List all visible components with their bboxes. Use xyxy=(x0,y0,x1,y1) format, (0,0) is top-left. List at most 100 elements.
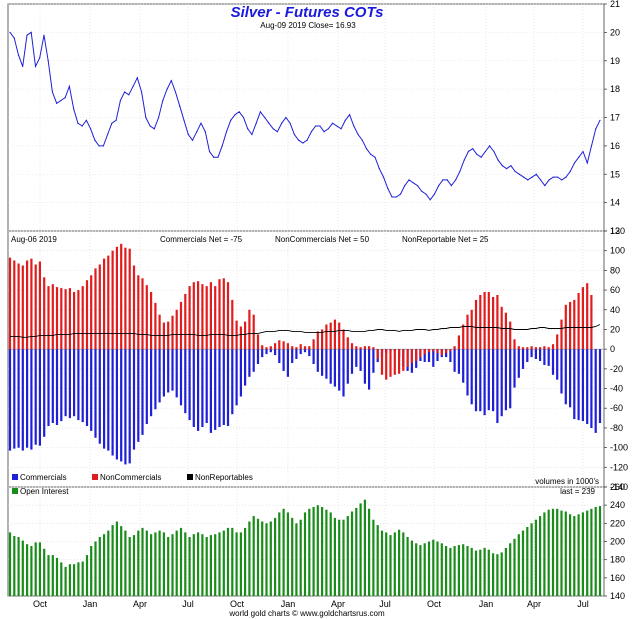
open-interest-bar xyxy=(141,527,144,596)
noncommercials-bar xyxy=(321,329,324,350)
open-interest-bar xyxy=(509,543,512,596)
noncommercials-bar xyxy=(368,346,371,350)
commercials-bar xyxy=(231,349,234,415)
noncommercials-bar xyxy=(278,340,281,350)
legend-nonreportables-swatch xyxy=(187,474,193,480)
commercials-bar xyxy=(120,349,123,462)
commercials-bar xyxy=(154,349,157,410)
commercials-bar xyxy=(303,349,307,353)
open-interest-bar xyxy=(393,532,396,596)
noncommercials-bar xyxy=(115,246,118,350)
open-interest-bar xyxy=(13,536,16,596)
x-tick-label: Jan xyxy=(83,599,98,609)
cot-date: Aug-06 2019 xyxy=(11,235,57,244)
noncommercials-bar xyxy=(107,255,110,350)
price-point xyxy=(85,119,87,121)
open-interest-bar xyxy=(410,540,413,596)
commercials-bar xyxy=(8,349,12,451)
commercials-bar xyxy=(179,349,183,406)
commercials-bar xyxy=(504,349,507,411)
cot-tick-label: 0 xyxy=(610,344,615,354)
noncommercials-bar xyxy=(445,349,448,354)
commercials-bar xyxy=(470,349,473,405)
noncommercials-bar xyxy=(423,349,426,355)
price-point xyxy=(438,185,440,187)
commercials-bar xyxy=(128,349,131,464)
noncommercials-bar xyxy=(385,349,388,380)
legend-nonreportables: NonReportables xyxy=(195,473,253,482)
price-point xyxy=(412,182,414,184)
commercials-bar xyxy=(188,349,191,421)
noncommercials-bar xyxy=(547,347,550,350)
price-point xyxy=(251,133,253,136)
open-interest-bar xyxy=(329,512,332,596)
open-interest-bar xyxy=(564,511,567,596)
noncommercials-bar xyxy=(90,275,93,350)
commercials-bar xyxy=(274,349,277,356)
noncommercials-bar xyxy=(222,278,225,350)
open-interest-bar xyxy=(282,508,285,596)
noncommercials-bar xyxy=(363,346,366,350)
noncommercials-bar xyxy=(231,299,234,350)
price-point xyxy=(361,139,363,141)
open-interest-bar xyxy=(363,499,366,596)
price-point xyxy=(408,179,410,181)
price-point xyxy=(90,128,92,130)
noncommercials-bar xyxy=(261,345,264,350)
price-point xyxy=(557,176,559,178)
commercials-bar xyxy=(427,349,431,362)
noncommercials-bar xyxy=(415,349,418,361)
noncommercials-bar xyxy=(440,349,443,356)
open-interest-bar xyxy=(269,521,272,596)
open-interest-bar xyxy=(120,526,123,596)
open-interest-bar xyxy=(308,508,311,596)
open-interest-bar xyxy=(64,566,67,596)
open-interest-bar xyxy=(90,546,93,596)
cot-tick-label: 40 xyxy=(610,305,620,315)
commercials-bar xyxy=(278,349,281,363)
open-interest-bar xyxy=(154,532,157,596)
cot-tick-label: -80 xyxy=(610,423,623,433)
commercials-bar xyxy=(598,349,602,423)
price-point xyxy=(17,54,20,56)
noncommercials-bar xyxy=(184,294,187,350)
oi-tick-label: 180 xyxy=(610,555,625,565)
noncommercials-bar xyxy=(350,343,354,350)
price-line xyxy=(9,31,601,201)
noncommercials-bar xyxy=(427,349,431,353)
open-interest-bar xyxy=(368,508,371,596)
price-point xyxy=(535,173,537,175)
price-point xyxy=(242,116,245,119)
commercials-bar xyxy=(55,349,59,425)
price-point xyxy=(552,176,554,178)
open-interest-bar xyxy=(539,516,542,596)
gridlines xyxy=(8,3,604,597)
noncommercials-bar xyxy=(274,343,277,350)
price-point xyxy=(590,145,593,147)
commercials-bar xyxy=(333,349,336,387)
noncommercials-bar xyxy=(496,295,499,350)
noncommercials-bar xyxy=(162,322,165,350)
commercials-bar xyxy=(487,349,490,411)
open-interest-bar xyxy=(504,547,507,596)
legend-noncommercials: NonCommercials xyxy=(100,473,161,482)
price-point xyxy=(56,102,58,104)
open-interest-bar xyxy=(145,530,148,596)
commercials-bar xyxy=(197,349,200,431)
commercials-bar xyxy=(205,349,208,423)
price-point xyxy=(518,173,521,175)
noncommercials-bar xyxy=(214,286,217,350)
price-caption: Aug-09 2019 Close= 16.93 xyxy=(260,21,356,30)
open-interest-bar xyxy=(453,546,456,596)
price-point xyxy=(77,122,79,124)
noncommercials-bar xyxy=(509,321,512,350)
open-interest-bar xyxy=(440,543,443,596)
price-point xyxy=(47,60,49,62)
open-interest-bar xyxy=(474,550,478,596)
noncommercials-bar xyxy=(282,341,285,350)
noncommercials-bar xyxy=(586,283,589,350)
open-interest-bar xyxy=(543,512,546,596)
noncommercials-bar xyxy=(21,265,24,350)
noncommercials-bar xyxy=(26,260,29,350)
noncommercials-bar xyxy=(590,295,593,350)
